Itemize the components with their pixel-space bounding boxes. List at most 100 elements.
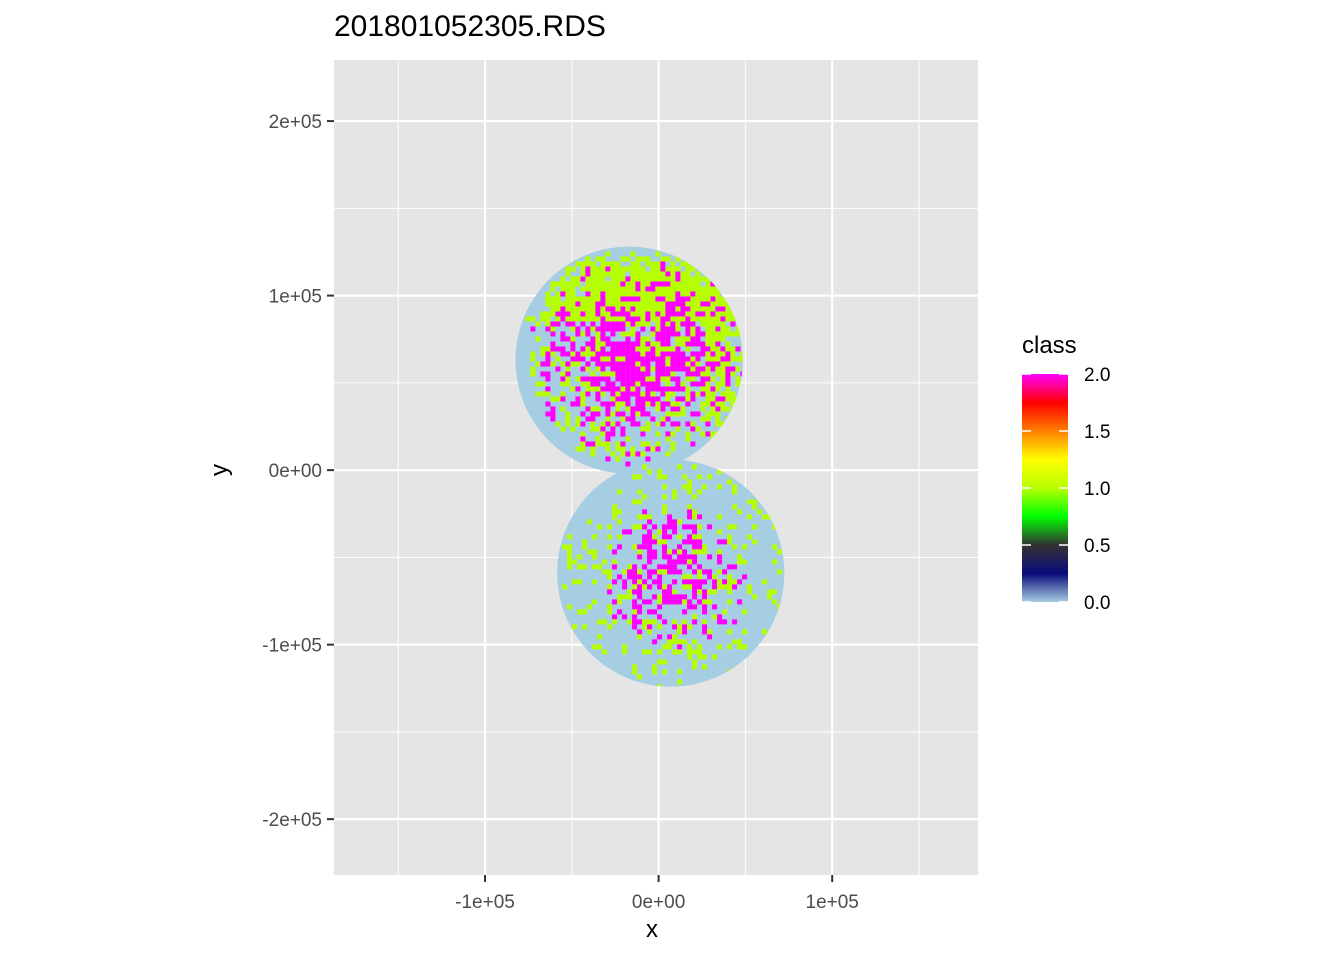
radar-cell (645, 441, 651, 447)
radar-cell (645, 366, 651, 372)
radar-cell (565, 381, 571, 387)
radar-cell (657, 599, 663, 605)
radar-cell (645, 426, 651, 432)
radar-cell (730, 316, 736, 322)
radar-cell (677, 464, 683, 470)
radar-cell (565, 376, 571, 382)
radar-cell (605, 361, 611, 367)
radar-cell (692, 594, 698, 600)
radar-cell (680, 311, 686, 317)
radar-cell (700, 321, 706, 327)
radar-cell (660, 256, 666, 262)
radar-cell (747, 534, 753, 540)
radar-cell (642, 544, 648, 550)
radar-cell (600, 276, 606, 282)
radar-cell (665, 341, 671, 347)
radar-cell (650, 446, 656, 452)
radar-cell (695, 336, 701, 342)
radar-cell (640, 271, 646, 277)
radar-cell (555, 306, 561, 312)
radar-cell (660, 311, 666, 317)
radar-cell (685, 311, 691, 317)
radar-cell (670, 391, 676, 397)
radar-cell (687, 484, 693, 490)
radar-cell (702, 569, 708, 575)
radar-cell (700, 311, 706, 317)
radar-cell (635, 296, 641, 302)
radar-cell (595, 441, 601, 447)
radar-cell (580, 261, 586, 267)
radar-cell (670, 421, 676, 427)
radar-cell (715, 396, 721, 402)
radar-cell (767, 589, 773, 595)
radar-cell (690, 336, 696, 342)
radar-cell (702, 589, 708, 595)
radar-cell (710, 321, 716, 327)
radar-cell (680, 281, 686, 287)
radar-cell (730, 321, 736, 327)
radar-cell (662, 554, 668, 560)
radar-cell (675, 316, 681, 322)
radar-cell (660, 281, 666, 287)
radar-cell (615, 371, 621, 377)
radar-cell (635, 331, 641, 337)
radar-cell (615, 386, 621, 392)
radar-cell (705, 431, 711, 437)
radar-cell (715, 406, 721, 412)
radar-cell (645, 336, 651, 342)
radar-cell (665, 311, 671, 317)
radar-cell (652, 594, 658, 600)
radar-cell (675, 426, 681, 432)
radar-cell (675, 286, 681, 292)
radar-cell (595, 266, 601, 272)
radar-cell (675, 411, 681, 417)
radar-cell (762, 579, 768, 585)
radar-cell (642, 534, 648, 540)
radar-cell (682, 639, 688, 645)
radar-cell (570, 386, 576, 392)
radar-cell (692, 549, 698, 555)
radar-cell (705, 316, 711, 322)
radar-cell (647, 469, 653, 475)
radar-cell (652, 619, 658, 625)
radar-cell (690, 366, 696, 372)
radar-cell (630, 276, 636, 282)
radar-cell (635, 406, 641, 412)
radar-cell (685, 266, 691, 272)
radar-cell (560, 351, 566, 357)
radar-cell (720, 296, 726, 302)
radar-cell (640, 256, 646, 262)
radar-cell (672, 524, 678, 530)
radar-cell (712, 654, 718, 660)
radar-cell (662, 529, 668, 535)
radar-cell (715, 316, 721, 322)
radar-cell (540, 346, 546, 352)
radar-cell (747, 584, 753, 590)
radar-cell (677, 679, 683, 685)
radar-cell (695, 371, 701, 377)
radar-cell (615, 421, 621, 427)
radar-cell (710, 326, 716, 332)
radar-cell (645, 456, 651, 462)
radar-cell (550, 396, 556, 402)
radar-cell (712, 614, 718, 620)
radar-cell (650, 296, 656, 302)
radar-cell (577, 609, 583, 615)
radar-cell (640, 391, 646, 397)
radar-cell (615, 306, 621, 312)
radar-cell (637, 474, 643, 480)
radar-cell (697, 539, 703, 545)
radar-cell (622, 649, 628, 655)
radar-cell (717, 529, 723, 535)
radar-cell (697, 574, 703, 580)
radar-cell (650, 341, 656, 347)
radar-cell (637, 574, 643, 580)
radar-cell (600, 296, 606, 302)
radar-cell (757, 509, 763, 515)
radar-cell (662, 524, 668, 530)
radar-cell (620, 256, 626, 262)
radar-cell (650, 331, 656, 337)
radar-cell (697, 489, 703, 495)
radar-cell (712, 574, 718, 580)
radar-cell (590, 421, 596, 427)
